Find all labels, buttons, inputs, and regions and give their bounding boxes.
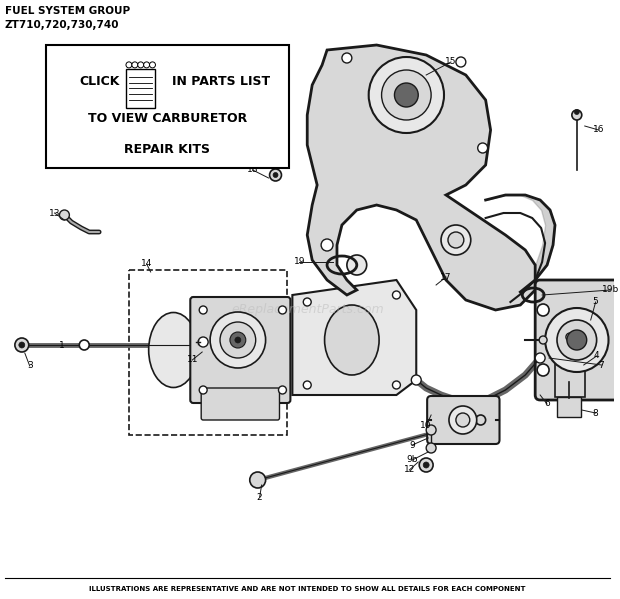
Circle shape: [426, 443, 436, 453]
Circle shape: [476, 415, 485, 425]
Circle shape: [381, 70, 431, 120]
Text: 17: 17: [440, 273, 452, 282]
Circle shape: [535, 353, 545, 363]
Circle shape: [477, 143, 487, 153]
Circle shape: [144, 62, 149, 68]
Circle shape: [456, 413, 470, 427]
Circle shape: [230, 332, 246, 348]
Circle shape: [235, 337, 241, 343]
Bar: [46, 45, 289, 168]
Bar: [126, 69, 156, 108]
Circle shape: [545, 308, 608, 372]
Text: 3: 3: [27, 362, 33, 371]
Text: 15: 15: [445, 58, 457, 66]
Text: REPAIR KITS: REPAIR KITS: [125, 143, 210, 156]
Circle shape: [537, 364, 549, 376]
Circle shape: [448, 232, 464, 248]
FancyBboxPatch shape: [202, 388, 280, 420]
Ellipse shape: [149, 313, 198, 388]
Circle shape: [574, 110, 579, 114]
FancyBboxPatch shape: [535, 280, 619, 400]
Circle shape: [79, 340, 89, 350]
Circle shape: [419, 458, 433, 472]
Circle shape: [369, 57, 444, 133]
Circle shape: [441, 225, 471, 255]
Circle shape: [198, 337, 208, 347]
Circle shape: [199, 386, 207, 394]
Circle shape: [539, 336, 547, 344]
Circle shape: [449, 406, 477, 434]
Circle shape: [557, 320, 596, 360]
Ellipse shape: [325, 305, 379, 375]
Circle shape: [572, 110, 582, 120]
Text: 19b: 19b: [602, 286, 619, 295]
Circle shape: [321, 239, 333, 251]
Text: IN PARTS LIST: IN PARTS LIST: [172, 75, 270, 88]
Circle shape: [273, 173, 278, 177]
Circle shape: [60, 210, 69, 220]
Circle shape: [537, 304, 549, 316]
Circle shape: [347, 255, 366, 275]
Text: 16: 16: [593, 126, 604, 135]
Circle shape: [19, 342, 25, 348]
Text: 9: 9: [409, 440, 415, 449]
Text: 11: 11: [187, 355, 198, 365]
Text: 5: 5: [593, 298, 598, 307]
Text: 4: 4: [594, 352, 600, 361]
Circle shape: [342, 53, 352, 63]
Text: ZT710,720,730,740: ZT710,720,730,740: [5, 20, 120, 30]
Circle shape: [250, 472, 265, 488]
Text: 18: 18: [247, 165, 259, 174]
Circle shape: [392, 291, 401, 299]
Circle shape: [392, 381, 401, 389]
Polygon shape: [308, 45, 535, 310]
Text: 7: 7: [599, 361, 604, 370]
Text: 1: 1: [58, 340, 64, 349]
Text: 2: 2: [257, 492, 262, 501]
FancyBboxPatch shape: [427, 396, 500, 444]
Circle shape: [199, 306, 207, 314]
Polygon shape: [293, 280, 416, 395]
Circle shape: [394, 83, 418, 107]
FancyBboxPatch shape: [557, 397, 581, 417]
Circle shape: [278, 306, 286, 314]
Text: 14: 14: [141, 259, 153, 268]
Text: CLICK: CLICK: [79, 75, 120, 88]
Text: TO VIEW CARBURETOR: TO VIEW CARBURETOR: [88, 112, 247, 125]
Circle shape: [303, 381, 311, 389]
Circle shape: [138, 62, 144, 68]
Circle shape: [132, 62, 138, 68]
Circle shape: [210, 312, 265, 368]
Circle shape: [411, 375, 421, 385]
FancyBboxPatch shape: [190, 297, 290, 403]
Circle shape: [149, 62, 156, 68]
Text: 13: 13: [49, 208, 60, 217]
Text: FUEL SYSTEM GROUP: FUEL SYSTEM GROUP: [5, 6, 130, 16]
Circle shape: [567, 330, 587, 350]
Text: 19: 19: [293, 258, 305, 267]
Text: 10: 10: [420, 422, 432, 431]
Text: eReplacementParts.com: eReplacementParts.com: [231, 304, 384, 316]
Text: 8: 8: [593, 409, 598, 418]
Circle shape: [303, 298, 311, 306]
Text: ILLUSTRATIONS ARE REPRESENTATIVE AND ARE NOT INTENDED TO SHOW ALL DETAILS FOR EA: ILLUSTRATIONS ARE REPRESENTATIVE AND ARE…: [89, 586, 526, 592]
Text: 12: 12: [404, 465, 415, 474]
Circle shape: [270, 169, 281, 181]
Circle shape: [220, 322, 255, 358]
Circle shape: [126, 62, 132, 68]
Circle shape: [278, 386, 286, 394]
Circle shape: [423, 462, 429, 468]
Circle shape: [15, 338, 29, 352]
Bar: [555, 355, 585, 397]
Circle shape: [456, 57, 466, 67]
Circle shape: [566, 333, 574, 341]
Circle shape: [426, 425, 436, 435]
Text: 9b: 9b: [407, 455, 418, 464]
Text: 6: 6: [544, 400, 550, 409]
